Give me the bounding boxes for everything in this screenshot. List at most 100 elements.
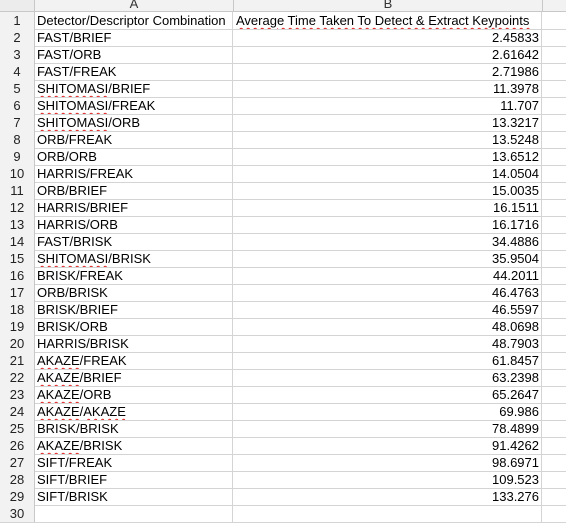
row-number[interactable]: 16 bbox=[0, 267, 35, 284]
cell-empty[interactable] bbox=[543, 420, 566, 437]
cell-empty[interactable] bbox=[543, 250, 566, 267]
row-number[interactable]: 9 bbox=[0, 148, 35, 165]
row-number[interactable]: 21 bbox=[0, 352, 35, 369]
row-number[interactable]: 23 bbox=[0, 386, 35, 403]
cell-average-time[interactable]: 11.3978 bbox=[234, 80, 542, 97]
cell-combination[interactable]: AKAZE/BRIEF bbox=[35, 369, 233, 386]
cell-empty[interactable] bbox=[543, 403, 566, 420]
row-number[interactable]: 14 bbox=[0, 233, 35, 250]
cell-empty[interactable] bbox=[543, 131, 566, 148]
row-number[interactable]: 17 bbox=[0, 284, 35, 301]
row-number[interactable]: 18 bbox=[0, 301, 35, 318]
cell-combination[interactable]: AKAZE/BRISK bbox=[35, 437, 233, 454]
row-number[interactable]: 26 bbox=[0, 437, 35, 454]
cell-combination[interactable]: AKAZE/FREAK bbox=[35, 352, 233, 369]
cell-average-time[interactable]: 13.5248 bbox=[234, 131, 542, 148]
cell-empty[interactable] bbox=[543, 335, 566, 352]
cell-average-time[interactable]: 46.5597 bbox=[234, 301, 542, 318]
cell-combination[interactable]: SIFT/BRISK bbox=[35, 488, 233, 505]
cell-combination[interactable]: SIFT/FREAK bbox=[35, 454, 233, 471]
cell-empty[interactable] bbox=[543, 386, 566, 403]
cell-average-time[interactable]: 15.0035 bbox=[234, 182, 542, 199]
cell-empty[interactable] bbox=[543, 46, 566, 63]
cell-combination[interactable]: BRISK/FREAK bbox=[35, 267, 233, 284]
row-number[interactable]: 15 bbox=[0, 250, 35, 267]
cell-average-time[interactable]: 13.3217 bbox=[234, 114, 542, 131]
row-number[interactable]: 10 bbox=[0, 165, 35, 182]
cell-combination[interactable]: FAST/BRISK bbox=[35, 233, 233, 250]
row-number[interactable]: 1 bbox=[0, 12, 35, 29]
cell-combination[interactable]: HARRIS/ORB bbox=[35, 216, 233, 233]
row-number[interactable]: 8 bbox=[0, 131, 35, 148]
row-number[interactable]: 3 bbox=[0, 46, 35, 63]
cell-average-time[interactable]: 48.7903 bbox=[234, 335, 542, 352]
cell-empty[interactable] bbox=[543, 97, 566, 114]
cell-combination[interactable]: HARRIS/BRIEF bbox=[35, 199, 233, 216]
row-number[interactable]: 2 bbox=[0, 29, 35, 46]
cell-average-time[interactable]: 61.8457 bbox=[234, 352, 542, 369]
cell-combination[interactable]: AKAZE/ORB bbox=[35, 386, 233, 403]
cell-average-time[interactable]: 34.4886 bbox=[234, 233, 542, 250]
cell-average-time[interactable] bbox=[234, 505, 542, 522]
select-all-corner[interactable] bbox=[0, 0, 35, 11]
row-number[interactable]: 20 bbox=[0, 335, 35, 352]
cell-empty[interactable] bbox=[543, 29, 566, 46]
cell-average-time[interactable]: 46.4763 bbox=[234, 284, 542, 301]
cell-average-time[interactable]: 109.523 bbox=[234, 471, 542, 488]
cell-empty[interactable] bbox=[543, 63, 566, 80]
cell-empty[interactable] bbox=[543, 165, 566, 182]
cell-combination[interactable]: HARRIS/BRISK bbox=[35, 335, 233, 352]
cell-average-time[interactable]: 16.1511 bbox=[234, 199, 542, 216]
row-number[interactable]: 19 bbox=[0, 318, 35, 335]
cell-empty[interactable] bbox=[543, 488, 566, 505]
row-number[interactable]: 7 bbox=[0, 114, 35, 131]
cell-combination[interactable]: BRISK/BRISK bbox=[35, 420, 233, 437]
cell-combination[interactable]: ORB/BRISK bbox=[35, 284, 233, 301]
cell-combination[interactable]: HARRIS/FREAK bbox=[35, 165, 233, 182]
cell-empty[interactable] bbox=[543, 301, 566, 318]
cell-combination[interactable]: SIFT/BRIEF bbox=[35, 471, 233, 488]
row-number[interactable]: 24 bbox=[0, 403, 35, 420]
cell-empty[interactable] bbox=[543, 148, 566, 165]
column-header-a[interactable]: A bbox=[35, 0, 234, 11]
cell-empty[interactable] bbox=[543, 505, 566, 522]
cell-combination[interactable]: SHITOMASI/ORB bbox=[35, 114, 233, 131]
cell-average-time[interactable]: 2.45833 bbox=[234, 29, 542, 46]
cell-empty[interactable] bbox=[543, 318, 566, 335]
cell-empty[interactable] bbox=[543, 454, 566, 471]
cell-combination[interactable]: BRISK/ORB bbox=[35, 318, 233, 335]
row-number[interactable]: 28 bbox=[0, 471, 35, 488]
row-number[interactable]: 4 bbox=[0, 63, 35, 80]
cell-empty[interactable] bbox=[543, 267, 566, 284]
row-number[interactable]: 27 bbox=[0, 454, 35, 471]
cell-average-time[interactable]: 48.0698 bbox=[234, 318, 542, 335]
cell-empty[interactable] bbox=[543, 216, 566, 233]
row-number[interactable]: 6 bbox=[0, 97, 35, 114]
cell-average-time[interactable]: 44.2011 bbox=[234, 267, 542, 284]
row-number[interactable]: 12 bbox=[0, 199, 35, 216]
cell-average-time[interactable]: 2.61642 bbox=[234, 46, 542, 63]
cell-average-time[interactable]: 91.4262 bbox=[234, 437, 542, 454]
cell-average-time[interactable]: 63.2398 bbox=[234, 369, 542, 386]
cell-average-time[interactable]: 11.707 bbox=[234, 97, 542, 114]
cell-combination[interactable]: AKAZE/AKAZE bbox=[35, 403, 233, 420]
cell-empty[interactable] bbox=[543, 352, 566, 369]
cell-empty[interactable] bbox=[543, 80, 566, 97]
cell-empty[interactable] bbox=[543, 199, 566, 216]
cell-average-time[interactable]: 78.4899 bbox=[234, 420, 542, 437]
cell-empty[interactable] bbox=[543, 182, 566, 199]
cell-a1[interactable]: Detector/Descriptor Combination bbox=[35, 12, 233, 29]
cell-empty[interactable] bbox=[543, 284, 566, 301]
cell-average-time[interactable]: 98.6971 bbox=[234, 454, 542, 471]
cell-combination[interactable]: BRISK/BRIEF bbox=[35, 301, 233, 318]
cell-combination[interactable]: SHITOMASI/BRIEF bbox=[35, 80, 233, 97]
cell-combination[interactable]: FAST/FREAK bbox=[35, 63, 233, 80]
cell-b1[interactable]: Average Time Taken To Detect & Extract K… bbox=[234, 12, 542, 29]
row-number[interactable]: 13 bbox=[0, 216, 35, 233]
row-number[interactable]: 11 bbox=[0, 182, 35, 199]
row-number[interactable]: 30 bbox=[0, 505, 35, 522]
cell-average-time[interactable]: 14.0504 bbox=[234, 165, 542, 182]
cell-empty[interactable] bbox=[543, 114, 566, 131]
cell-combination[interactable]: ORB/BRIEF bbox=[35, 182, 233, 199]
cell-empty[interactable] bbox=[543, 369, 566, 386]
